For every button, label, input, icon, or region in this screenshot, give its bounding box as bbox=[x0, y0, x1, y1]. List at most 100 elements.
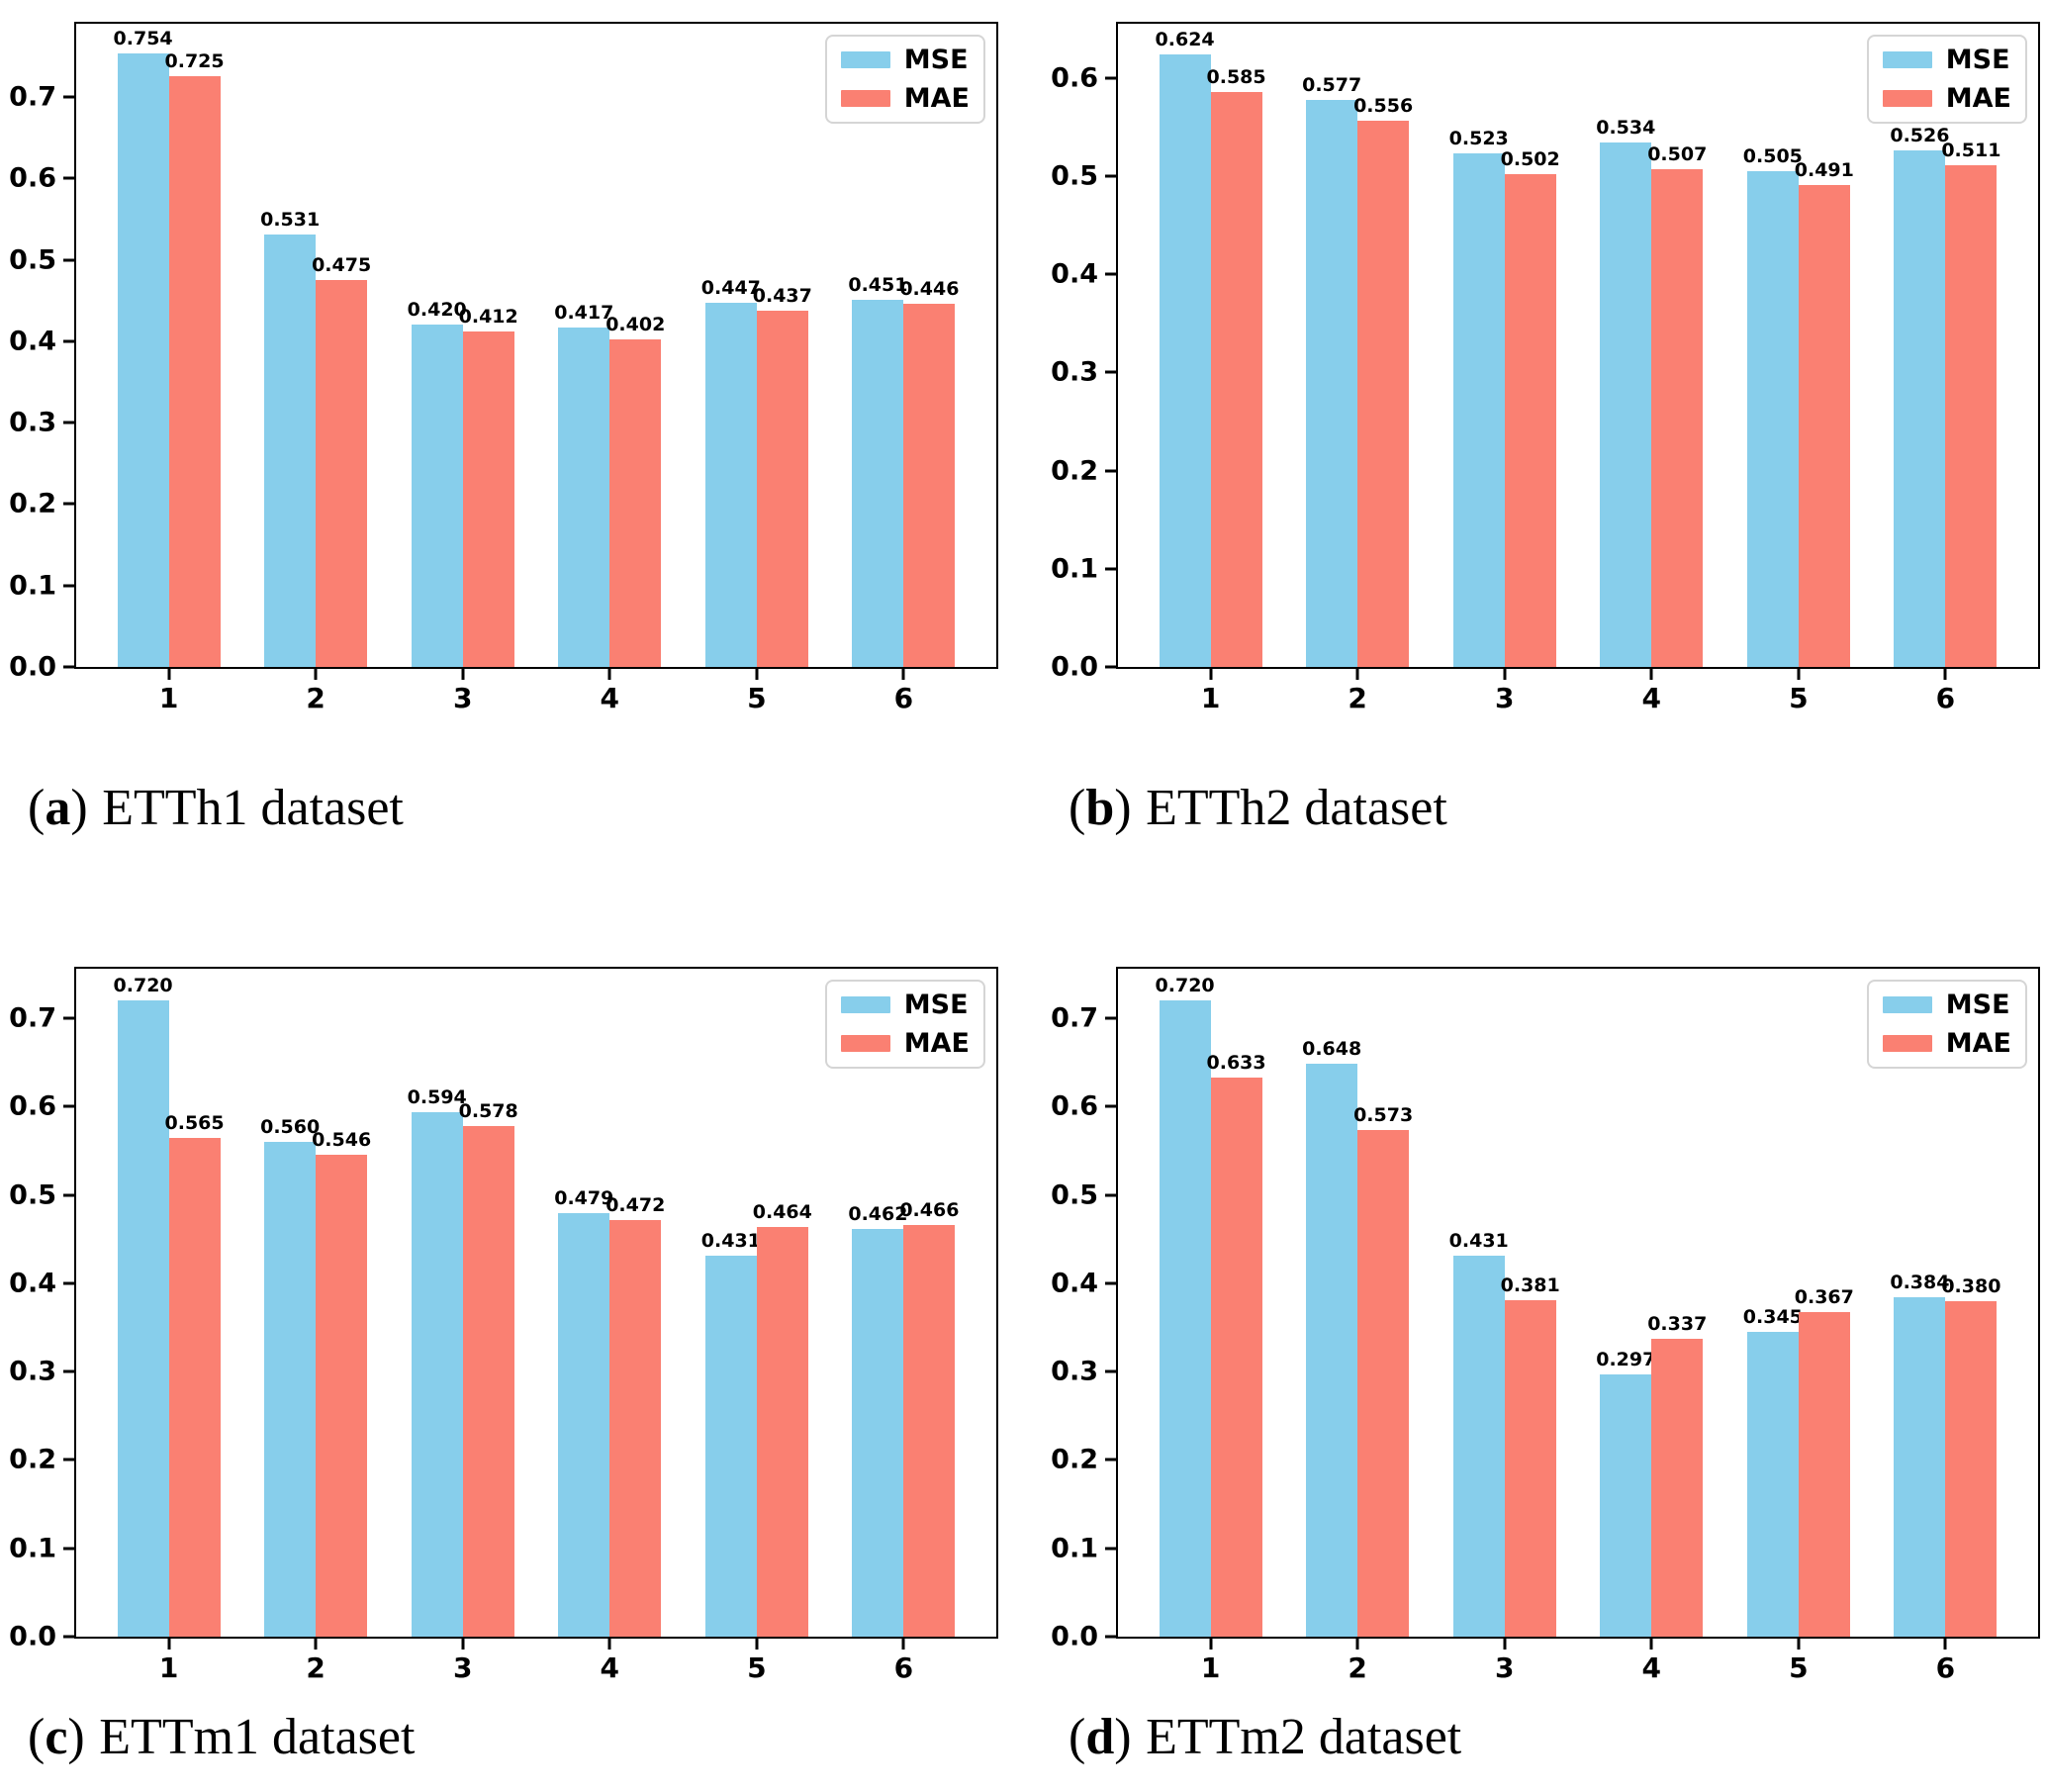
x-tick-label: 2 bbox=[1348, 1651, 1367, 1684]
y-tick-label: 0.2 bbox=[1051, 455, 1098, 487]
bar-value-label: 0.578 bbox=[458, 1099, 518, 1122]
bar-mae-cat2 bbox=[316, 280, 368, 667]
x-tick-mark bbox=[607, 1639, 611, 1650]
bar-mse-cat4 bbox=[558, 1213, 610, 1637]
y-tick-mark bbox=[63, 421, 74, 424]
legend-swatch-mae bbox=[1882, 90, 1932, 107]
y-tick-mark bbox=[63, 1369, 74, 1373]
y-tick-label: 0.5 bbox=[1051, 160, 1098, 192]
bar-value-label: 0.531 bbox=[260, 209, 321, 232]
x-tick-label: 4 bbox=[1641, 1651, 1662, 1684]
y-tick-label: 0.3 bbox=[9, 1356, 56, 1387]
y-tick-mark bbox=[1105, 1104, 1116, 1108]
bar-value-label: 0.437 bbox=[752, 285, 812, 308]
x-tick-label: 2 bbox=[1348, 682, 1367, 714]
bar-mae-cat2 bbox=[316, 1154, 368, 1637]
x-tick-mark bbox=[901, 669, 905, 680]
y-tick-label: 0.1 bbox=[1051, 553, 1098, 585]
y-tick-mark bbox=[1105, 1458, 1116, 1462]
bar-value-label: 0.720 bbox=[1155, 975, 1215, 997]
caption-paren: ) bbox=[70, 780, 88, 836]
bar-mae-cat1 bbox=[1210, 1077, 1262, 1637]
x-tick-label: 5 bbox=[747, 1651, 767, 1684]
bar-mae-cat4 bbox=[609, 1219, 662, 1637]
y-tick-label: 0.6 bbox=[1051, 1090, 1098, 1122]
y-tick-mark bbox=[1105, 1369, 1116, 1373]
bar-value-label: 0.412 bbox=[458, 306, 518, 329]
x-tick-mark bbox=[314, 669, 318, 680]
caption-paren: ) bbox=[1114, 780, 1132, 836]
bar-mse-cat6 bbox=[1894, 1297, 1946, 1637]
y-tick-mark bbox=[63, 176, 74, 180]
legend-label: MSE bbox=[1945, 45, 2010, 75]
bar-mse-cat1 bbox=[1159, 1000, 1211, 1637]
bar-value-label: 0.511 bbox=[1941, 139, 2001, 161]
x-tick-label: 1 bbox=[158, 1651, 179, 1684]
x-tick-mark bbox=[755, 669, 759, 680]
y-tick-mark bbox=[1105, 1635, 1116, 1639]
y-tick-label: 0.4 bbox=[9, 1268, 56, 1299]
x-tick-mark bbox=[1503, 669, 1507, 680]
bar-mse-cat4 bbox=[1600, 1373, 1652, 1637]
legend-swatch-mse bbox=[1882, 51, 1932, 68]
x-tick-mark bbox=[167, 1639, 171, 1650]
bar-mae-cat6 bbox=[903, 304, 956, 667]
legend-item-mse: MSE bbox=[840, 991, 970, 1018]
bar-mae-cat4 bbox=[609, 339, 662, 667]
bar-mae-cat2 bbox=[1357, 121, 1410, 667]
caption-paren: ( bbox=[28, 1709, 46, 1765]
bar-value-label: 0.431 bbox=[700, 1230, 761, 1253]
y-tick-label: 0.0 bbox=[9, 1621, 56, 1652]
legend-swatch-mae bbox=[840, 90, 890, 107]
bar-mse-cat3 bbox=[411, 325, 463, 667]
x-tick-mark bbox=[1649, 1639, 1653, 1650]
bar-value-label: 0.523 bbox=[1448, 128, 1509, 149]
bar-mse-cat1 bbox=[117, 52, 169, 667]
bar-mae-cat1 bbox=[168, 76, 221, 667]
bar-value-label: 0.380 bbox=[1941, 1274, 2001, 1297]
bar-mae-cat3 bbox=[462, 331, 514, 667]
y-tick-label: 0.6 bbox=[9, 1090, 56, 1122]
x-tick-label: 2 bbox=[306, 1651, 326, 1684]
x-tick-label: 3 bbox=[1494, 682, 1515, 714]
x-tick-label: 1 bbox=[1200, 682, 1221, 714]
bar-mae-cat3 bbox=[462, 1125, 514, 1637]
x-tick-mark bbox=[1503, 1639, 1507, 1650]
y-tick-mark bbox=[1105, 1281, 1116, 1285]
bar-value-label: 0.502 bbox=[1500, 147, 1560, 170]
y-tick-label: 0.3 bbox=[1051, 356, 1098, 388]
bar-mse-cat5 bbox=[704, 303, 757, 667]
caption-paren: ) bbox=[1114, 1709, 1132, 1765]
y-tick-mark bbox=[1105, 567, 1116, 571]
legend-label: MAE bbox=[903, 1028, 970, 1059]
y-tick-mark bbox=[63, 584, 74, 588]
legend: MSE MAE bbox=[824, 35, 985, 124]
legend-label: MAE bbox=[1945, 1028, 2011, 1059]
y-tick-label: 0.0 bbox=[9, 651, 56, 683]
x-tick-label: 1 bbox=[158, 682, 179, 714]
caption-paren: ( bbox=[1069, 1709, 1086, 1765]
legend-swatch-mse bbox=[1882, 996, 1932, 1013]
y-tick-mark bbox=[63, 1281, 74, 1285]
x-tick-mark bbox=[1209, 1639, 1213, 1650]
bar-value-label: 0.451 bbox=[848, 273, 908, 296]
legend-label: MAE bbox=[903, 83, 970, 114]
legend: MSE MAE bbox=[824, 980, 985, 1069]
caption-cell-b: (b) ETTh2 dataset bbox=[1023, 737, 2046, 965]
x-tick-label: 3 bbox=[452, 682, 473, 714]
y-tick-mark bbox=[1105, 1016, 1116, 1020]
bar-mse-cat6 bbox=[852, 299, 904, 667]
y-tick-label: 0.4 bbox=[1051, 258, 1098, 290]
bar-mse-cat5 bbox=[704, 1256, 757, 1637]
bar-value-label: 0.526 bbox=[1890, 125, 1950, 147]
y-tick-label: 0.5 bbox=[9, 1179, 56, 1211]
bar-mae-cat3 bbox=[1504, 173, 1556, 667]
bar-mae-cat4 bbox=[1651, 1339, 1704, 1637]
bar-value-label: 0.431 bbox=[1448, 1230, 1509, 1253]
x-tick-mark bbox=[1649, 669, 1653, 680]
x-tick-mark bbox=[1797, 1639, 1801, 1650]
x-tick-label: 6 bbox=[1935, 1651, 1956, 1684]
y-tick-mark bbox=[1105, 1547, 1116, 1551]
